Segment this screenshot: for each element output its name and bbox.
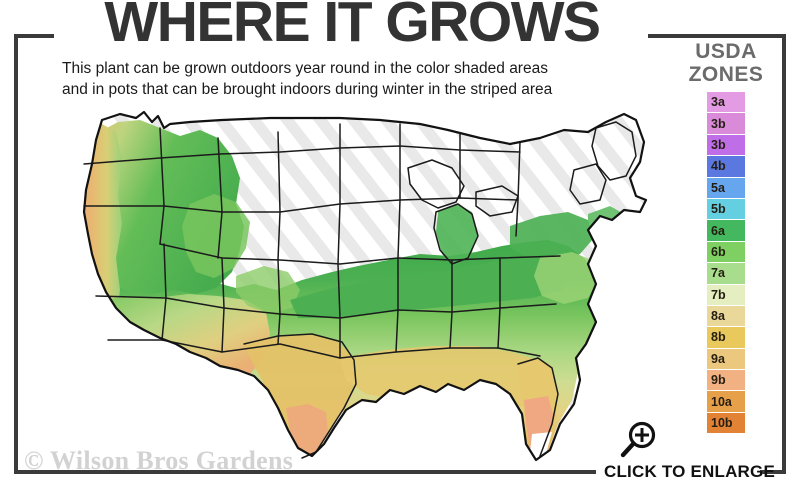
zone-label: 7b	[711, 287, 726, 302]
frame-bottom-right-stub	[760, 470, 786, 474]
map-state-borders	[83, 121, 637, 459]
frame-left-edge	[14, 34, 18, 474]
zone-label: 10b	[711, 416, 733, 431]
legend-title-usda: USDA	[695, 40, 757, 63]
page-title: WHERE IT GROWS	[104, 0, 601, 54]
zone-label: 4b	[711, 159, 726, 174]
map-national-outline	[82, 110, 648, 462]
zone-swatch-3b-2: 3b	[707, 134, 745, 156]
map-pacific-coast-band	[84, 124, 132, 394]
us-map-svg	[82, 110, 648, 462]
subtitle-line-1: This plant can be grown outdoors year ro…	[62, 60, 548, 77]
map-base-layer	[84, 112, 646, 460]
zone-swatch-7b-9: 7b	[707, 284, 745, 305]
zone-label: 6b	[711, 244, 726, 259]
legend-title-zones: ZONES	[688, 63, 764, 86]
zone-swatch-3b-1: 3b	[707, 113, 745, 134]
zone-swatch-6b-7: 6b	[707, 241, 745, 263]
zone-swatch-5a-4: 5a	[707, 177, 745, 198]
frame-right-edge	[782, 34, 786, 474]
subtitle-line-2: and in pots that can be brought indoors …	[62, 81, 553, 98]
zone-label: 8a	[711, 309, 725, 324]
zone-swatch-8a-10: 8a	[707, 305, 745, 327]
zone-swatch-10a-14: 10a	[707, 391, 745, 412]
hardiness-zone-map[interactable]	[40, 108, 670, 468]
map-michigan-green-edge	[436, 204, 478, 266]
legend-swatch-list: 3a 3b 3b 4b 5a 5b 6a 6b 7a 7b 8a 8b 9a 9b 10a 10b	[707, 92, 745, 434]
zone-label: 3b	[711, 116, 726, 131]
click-to-enlarge-label[interactable]: CLICK TO ENLARGE	[604, 462, 776, 482]
map-southwest-desert-region	[92, 294, 270, 388]
map-mid-atlantic-region	[534, 252, 598, 304]
zone-label: 9b	[711, 373, 726, 388]
map-northeast-green-corridor	[510, 212, 594, 260]
usda-zones-legend: USDA ZONES 3a 3b 3b 4b 5a 5b 6a 6b 7a 7b 8a 8b 9a 9b 1…	[676, 40, 776, 434]
zone-swatch-9b-13: 9b	[707, 370, 745, 391]
map-rockies-green-patch-west	[182, 194, 250, 278]
zone-swatch-3a-0: 3a	[707, 92, 745, 113]
watermark: © Wilson Bros Gardens	[24, 446, 294, 475]
zone-label: 3a	[711, 95, 725, 110]
zone-swatch-8b-11: 8b	[707, 327, 745, 348]
zone-swatch-10b-15: 10b	[707, 412, 745, 434]
zone-label: 6a	[711, 223, 725, 238]
frame-top-left-stub	[14, 34, 54, 38]
zone-label: 3b	[711, 137, 726, 152]
zone-label: 7a	[711, 266, 725, 281]
zone-swatch-4b-3: 4b	[707, 156, 745, 177]
zone-label: 5b	[711, 202, 726, 217]
zone-swatch-9a-12: 9a	[707, 348, 745, 370]
zone-label: 9a	[711, 351, 725, 366]
subtitle-text: This plant can be grown outdoors year ro…	[62, 58, 628, 100]
zone-label: 5a	[711, 180, 725, 195]
zone-swatch-6a-6: 6a	[707, 220, 745, 241]
zone-swatch-7a-8: 7a	[707, 263, 745, 284]
zone-label: 8b	[711, 330, 726, 345]
frame-bottom-left	[14, 470, 596, 474]
map-ohio-valley-green-band	[290, 254, 572, 318]
map-texas-region	[244, 334, 356, 458]
magnifier-plus-icon[interactable]	[616, 418, 660, 462]
zone-label: 10a	[711, 394, 732, 409]
map-rockies-green-patch-south	[236, 266, 300, 314]
zone-swatch-5b-5: 5b	[707, 198, 745, 220]
frame-top-right-stub	[648, 34, 786, 38]
